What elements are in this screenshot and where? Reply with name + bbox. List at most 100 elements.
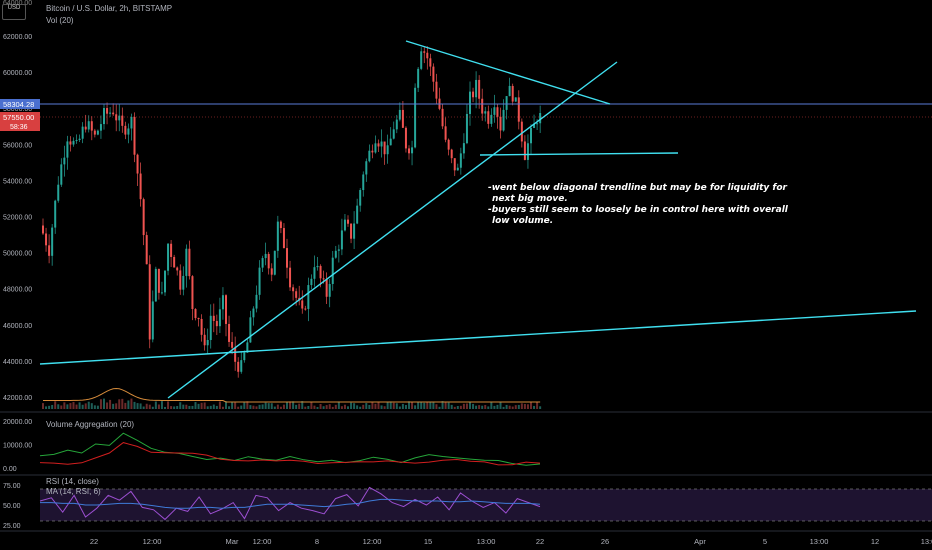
candle-body — [173, 256, 176, 268]
candle-body — [325, 279, 328, 297]
volume-bar — [478, 405, 481, 409]
volume-bar — [343, 404, 346, 409]
candle-body — [496, 107, 499, 117]
volume-bar — [356, 405, 359, 409]
candle-body — [176, 267, 179, 271]
volume-bar — [96, 405, 99, 409]
candle-body — [502, 109, 505, 131]
volume-bar — [447, 402, 450, 409]
volume-bar — [173, 406, 176, 409]
candle-body — [234, 347, 237, 362]
candle-body — [66, 141, 69, 158]
price-tick: 44000.00 — [3, 359, 32, 366]
candle-body — [374, 143, 377, 153]
candle-body — [167, 243, 170, 271]
candle-body — [243, 352, 246, 361]
volume-bar — [347, 406, 349, 409]
candle-body — [465, 113, 468, 144]
candle-body — [182, 275, 185, 290]
volume-bar — [188, 405, 191, 409]
candle-body — [508, 85, 511, 97]
volume-bar — [249, 405, 252, 409]
price-tick: 48000.00 — [3, 287, 32, 294]
candle-body — [316, 265, 319, 268]
candle-body — [469, 91, 471, 114]
volume-bar — [310, 402, 313, 409]
volume-bars — [42, 398, 542, 409]
time-tick: 8 — [315, 537, 319, 546]
volume-bar — [99, 399, 102, 409]
candle-body — [328, 283, 331, 297]
candle-body — [160, 292, 163, 294]
candle-body — [191, 276, 194, 310]
candle-body — [408, 148, 410, 154]
candle-body — [484, 111, 487, 114]
vol-agg-label[interactable]: Volume Aggregation (20) — [46, 420, 134, 429]
candle-body — [99, 124, 102, 131]
candle-body — [365, 161, 368, 175]
candle-body — [45, 233, 48, 246]
candle-body — [133, 116, 136, 155]
candle-body — [240, 360, 243, 372]
candle-body — [511, 85, 514, 102]
volume-bar — [72, 401, 75, 409]
candle-body — [276, 221, 279, 251]
candle-body — [96, 130, 99, 135]
time-tick: Apr — [694, 537, 706, 546]
candle-body — [526, 143, 529, 160]
volume-bar — [276, 404, 279, 409]
candle-body — [109, 112, 112, 114]
candle-body — [453, 158, 456, 171]
symbol-title[interactable]: Bitcoin / U.S. Dollar, 2h, BITSTAMP — [46, 4, 173, 13]
candle-body — [472, 91, 475, 98]
volume-label[interactable]: Vol (20) — [46, 16, 74, 25]
volume-bar — [243, 402, 246, 409]
annotation-note[interactable]: -went below diagonal trendline but may b… — [488, 183, 789, 226]
volume-bar — [334, 404, 337, 409]
candle-body — [481, 98, 484, 114]
candle-body — [536, 123, 539, 125]
volume-bar — [127, 400, 130, 409]
volume-bar — [252, 405, 255, 409]
volume-bar — [539, 406, 542, 409]
volume-bar — [426, 401, 429, 409]
candle-body — [362, 174, 365, 191]
candle-body — [411, 147, 414, 154]
volume-bar — [191, 405, 194, 409]
volume-bar — [435, 404, 438, 409]
price-axis[interactable]: 62000.00 60000.00 58000.00 56000.00 54000.00… — [3, 34, 32, 402]
candle-body — [209, 315, 212, 340]
rsi-ma-label[interactable]: MA (14, RSI, 6) — [46, 487, 101, 496]
current-price-label: 57550.00 — [3, 113, 34, 122]
volume-bar — [371, 402, 374, 409]
candle-body — [130, 116, 133, 129]
time-tick: 12 — [871, 537, 879, 546]
time-axis[interactable]: 22 12:00 Mar 12:00 8 12:00 15 13:00 22 26 Apr 5 13:0… — [90, 537, 932, 546]
long-trendline[interactable] — [39, 310, 917, 365]
volume-bar — [197, 403, 200, 409]
descending-trendline[interactable] — [405, 40, 611, 105]
volume-bar — [206, 406, 209, 409]
volume-bar — [353, 403, 356, 409]
volume-bar — [350, 402, 353, 409]
volume-bar — [212, 404, 215, 409]
rising-trendline[interactable] — [167, 61, 618, 399]
support-line[interactable] — [479, 152, 679, 156]
candle-body — [392, 129, 395, 139]
rsi-tick: 75.00 — [3, 483, 21, 490]
currency-badge[interactable]: USD — [2, 4, 26, 20]
volume-bar — [267, 403, 270, 409]
candle-body — [246, 342, 249, 353]
candle-body — [380, 141, 383, 147]
volume-bar — [404, 404, 407, 409]
time-tick: 26 — [601, 537, 609, 546]
volume-bar — [48, 405, 51, 409]
rsi-line — [39, 486, 541, 521]
time-tick: 5 — [763, 537, 767, 546]
candle-body — [401, 109, 404, 128]
candle-body — [54, 200, 57, 228]
rsi-label[interactable]: RSI (14, close) — [46, 477, 99, 486]
volume-bar — [408, 401, 410, 409]
candle-body — [395, 119, 398, 130]
